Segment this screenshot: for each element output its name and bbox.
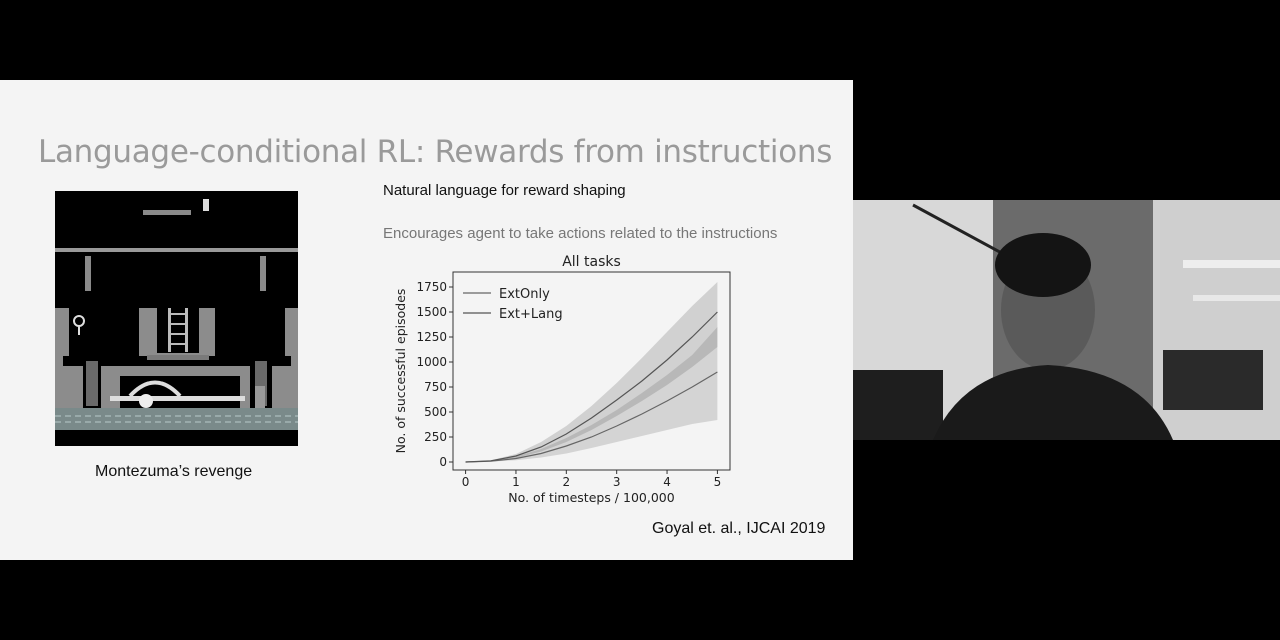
y-tick-label: 500 [424, 405, 447, 419]
legend-label-2: Ext+Lang [499, 307, 563, 322]
chart-title: All tasks [562, 254, 621, 270]
x-axis-label: No. of timesteps / 100,000 [508, 490, 674, 505]
confidence-band-2 [465, 282, 718, 462]
image-caption: Montezuma’s revenge [95, 463, 253, 480]
y-tick-label: 1000 [416, 355, 447, 369]
montezuma-game-screenshot [55, 191, 298, 446]
x-tick-label: 5 [714, 475, 722, 489]
successful-episodes-chart: All tasks 0 1 2 3 4 5 0 250 500 750 1000 1250 1500 175… [393, 254, 731, 505]
y-tick-label: 1500 [416, 305, 447, 319]
y-axis-label: No. of successful episodes [393, 289, 408, 454]
y-tick-label: 0 [439, 455, 447, 469]
webcam-video-feed [853, 200, 1280, 440]
y-tick-label: 1750 [416, 280, 447, 294]
citation: Goyal et. al., IJCAI 2019 [652, 520, 826, 537]
x-tick-label: 1 [512, 475, 520, 489]
y-tick-label: 1250 [416, 330, 447, 344]
confidence-band-1 [465, 327, 718, 462]
series-line-2 [465, 311, 718, 463]
slide-subtitle: Natural language for reward shaping [383, 182, 626, 199]
x-tick-label: 4 [663, 475, 671, 489]
series-line-1 [465, 371, 718, 463]
x-tick-label: 3 [613, 475, 621, 489]
x-tick-label: 2 [562, 475, 570, 489]
presentation-slide: Language-conditional RL: Rewards from in… [0, 80, 853, 560]
slide-title: Language-conditional RL: Rewards from in… [38, 134, 833, 170]
x-tick-label: 0 [462, 475, 470, 489]
y-tick-label: 750 [424, 380, 447, 394]
legend-label-1: ExtOnly [499, 287, 550, 302]
slide-note: Encourages agent to take actions related… [383, 225, 778, 242]
y-tick-label: 250 [424, 430, 447, 444]
